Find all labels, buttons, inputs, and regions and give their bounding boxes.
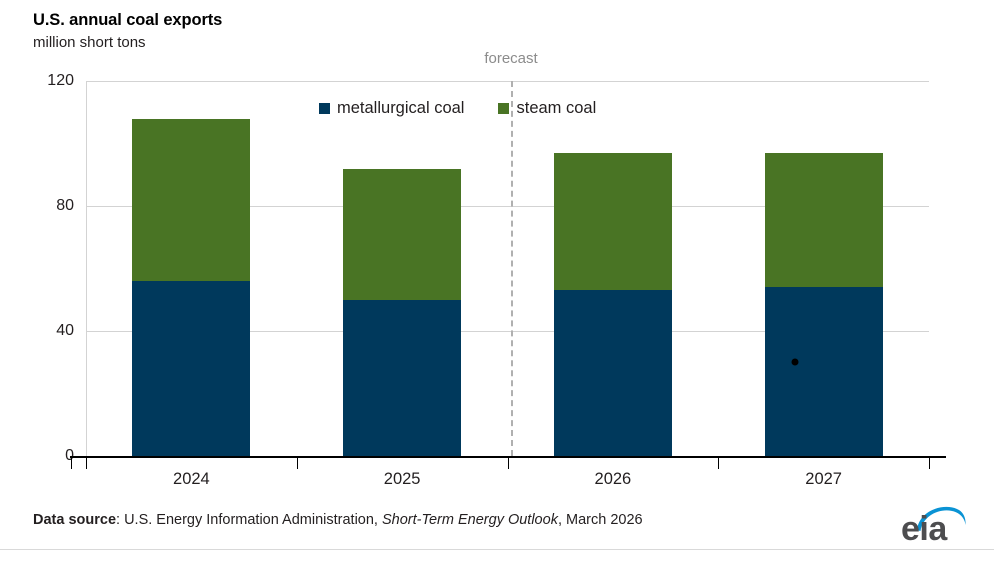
- legend-swatch-metallurgical-coal: [319, 103, 330, 114]
- y-axis-tick-label: 80: [56, 197, 74, 214]
- bar-segment-metallurgical-coal[interactable]: [553, 290, 672, 456]
- legend-swatch-steam-coal: [498, 103, 510, 114]
- data-point-marker: [791, 358, 799, 366]
- bar-segment-metallurgical-coal[interactable]: [343, 299, 462, 456]
- gridline: [86, 331, 929, 332]
- plot-area: [86, 81, 929, 456]
- x-axis-origin-tick: [71, 458, 72, 469]
- y-axis-tick-label: 120: [47, 72, 74, 89]
- chart-legend: metallurgical coal steam coal: [319, 99, 596, 118]
- bar-segment-steam-coal[interactable]: [343, 168, 462, 300]
- legend-item-steam-coal[interactable]: steam coal: [498, 99, 596, 118]
- data-source-note: Data source: U.S. Energy Information Adm…: [33, 512, 643, 528]
- forecast-divider-line: [511, 81, 513, 456]
- data-source-publication: Short-Term Energy Outlook: [381, 512, 558, 528]
- bar-group[interactable]: [132, 81, 251, 456]
- legend-label-steam-coal: steam coal: [516, 99, 597, 117]
- bar-segment-metallurgical-coal[interactable]: [132, 281, 251, 456]
- bar-group[interactable]: [764, 81, 883, 456]
- data-source-separator: :: [116, 512, 125, 528]
- eia-logo: eia: [899, 500, 971, 548]
- x-axis-tick: [929, 458, 930, 469]
- eia-logo-text: eia: [901, 510, 948, 546]
- legend-item-metallurgical-coal[interactable]: metallurgical coal: [319, 99, 464, 118]
- bar-group[interactable]: [343, 81, 462, 456]
- x-axis-tick-label: 2027: [805, 470, 842, 488]
- eia-logo-svg: eia: [901, 506, 966, 548]
- x-axis-tick-label: 2026: [594, 470, 632, 488]
- footer-divider: [0, 549, 994, 550]
- gridline: [86, 206, 929, 207]
- legend-label-metallurgical-coal: metallurgical coal: [337, 99, 465, 117]
- data-source-agency: U.S. Energy Information Administration,: [124, 512, 382, 528]
- x-axis-line: [70, 456, 946, 458]
- data-source-label: Data source: [33, 512, 117, 528]
- axis-unit-label: million short tons: [33, 34, 146, 51]
- gridline: [86, 81, 929, 82]
- x-axis-tick: [718, 458, 719, 469]
- bar-segment-metallurgical-coal[interactable]: [764, 287, 883, 456]
- bar-segment-steam-coal[interactable]: [764, 152, 883, 288]
- bar-group[interactable]: [553, 81, 672, 456]
- forecast-label: forecast: [484, 50, 538, 67]
- x-axis-tick: [508, 458, 509, 469]
- page-title: U.S. annual coal exports: [33, 11, 223, 29]
- x-axis-tick: [86, 458, 87, 469]
- bar-segment-steam-coal[interactable]: [553, 152, 672, 291]
- y-axis-line: [86, 81, 87, 456]
- data-source-date: , March 2026: [557, 512, 643, 528]
- x-axis-tick: [297, 458, 298, 469]
- y-axis-labels: 0 40 80 120: [12, 0, 74, 573]
- eia-logo-arc: [917, 506, 966, 531]
- bar-segment-steam-coal[interactable]: [132, 118, 251, 281]
- x-axis-tick-label: 2025: [383, 470, 421, 488]
- x-axis-tick-label: 2024: [173, 470, 210, 488]
- y-axis-tick-label: 0: [14, 447, 74, 465]
- y-axis-tick-label: 40: [56, 322, 74, 339]
